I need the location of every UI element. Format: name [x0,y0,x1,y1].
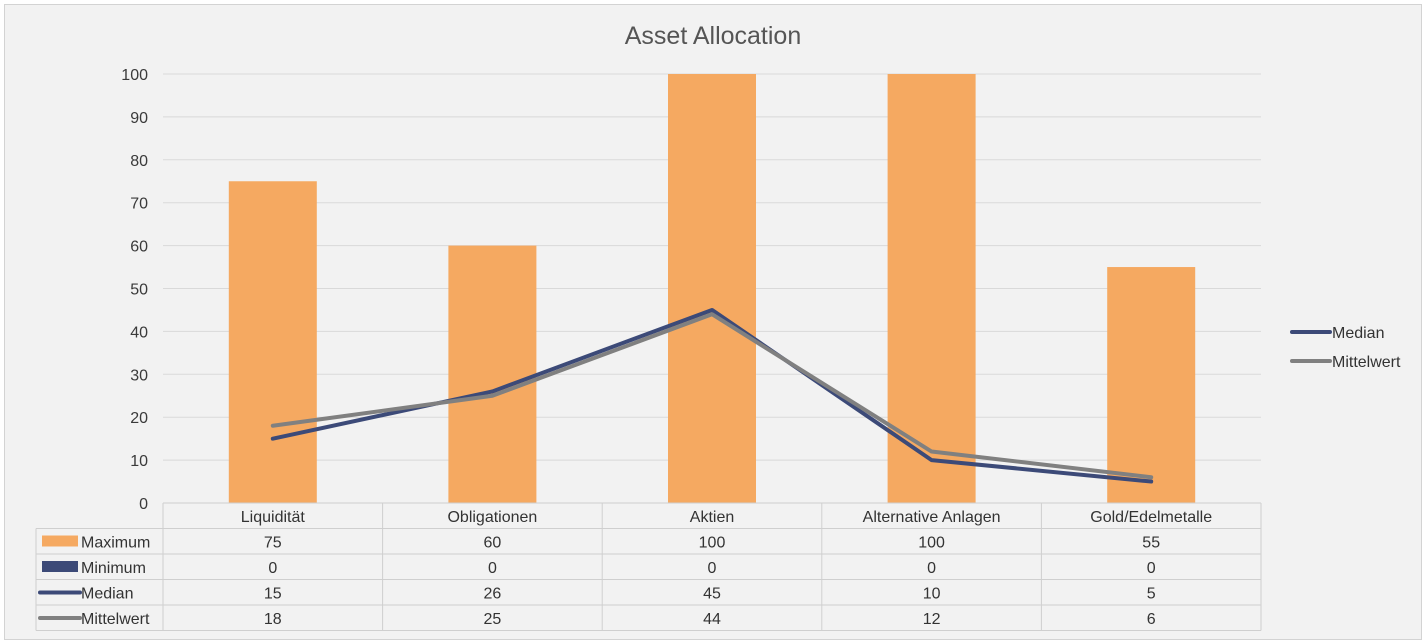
y-tick-label: 30 [130,367,148,384]
category-label: Aktien [690,509,734,526]
table-cell: 60 [484,535,502,552]
y-tick-label: 0 [139,496,148,513]
table-cell: 12 [923,611,941,628]
legend: Median Mittelwert [1290,325,1401,371]
legend-label: Median [1332,325,1384,342]
legend-label: Mittelwert [1332,354,1401,371]
y-tick-label: 90 [130,110,148,127]
table-cell: 0 [488,560,497,577]
table-cell: 0 [268,560,277,577]
table-cell: 75 [264,535,282,552]
chart-title: Asset Allocation [625,22,802,50]
category-label: Alternative Anlagen [863,509,1001,526]
table-cell: 100 [699,535,726,552]
table-cell: 0 [708,560,717,577]
legend-key-minimum [42,561,78,572]
y-tick-label: 80 [130,153,148,170]
table-cell: 0 [927,560,936,577]
bar-maximum [448,245,537,503]
table-cell: 18 [264,611,282,628]
bar-maximum [668,74,756,503]
y-tick-label: 100 [121,67,148,84]
bar-maximum [1107,267,1196,503]
y-tick-label: 50 [130,282,148,299]
category-label: Liquidität [241,509,306,526]
y-tick-label: 60 [130,239,148,256]
table-cell: 26 [484,586,502,603]
bars [228,74,1196,503]
table-cell: 45 [703,586,721,603]
line-mittelwert [270,312,1154,480]
lines [270,307,1154,484]
y-tick-label: 70 [130,196,148,213]
table-cell: 5 [1147,586,1156,603]
table-cell: 25 [484,611,502,628]
series-label: Mittelwert [81,611,150,628]
table-cell: 100 [918,535,945,552]
table-cell: 0 [1147,560,1156,577]
table-cell: 44 [703,611,721,628]
series-label: Maximum [81,535,150,552]
table-cell: 55 [1142,535,1160,552]
table-cell: 10 [923,586,941,603]
legend-key-maximum [42,535,78,547]
bar-maximum [228,181,317,503]
table-cell: 6 [1147,611,1156,628]
category-label: Gold/Edelmetalle [1090,509,1212,526]
y-tick-label: 40 [130,324,148,341]
data-table: Liquidität Obligationen Aktien Alternative … [35,502,1262,631]
series-label: Median [81,586,133,603]
y-tick-label: 20 [130,410,148,427]
category-label: Obligationen [447,509,537,526]
y-tick-label: 10 [130,453,148,470]
y-axis-ticks: 0 10 20 30 40 50 60 70 80 90 100 [121,67,148,513]
series-label: Minimum [81,560,146,577]
table-cell: 15 [264,586,282,603]
